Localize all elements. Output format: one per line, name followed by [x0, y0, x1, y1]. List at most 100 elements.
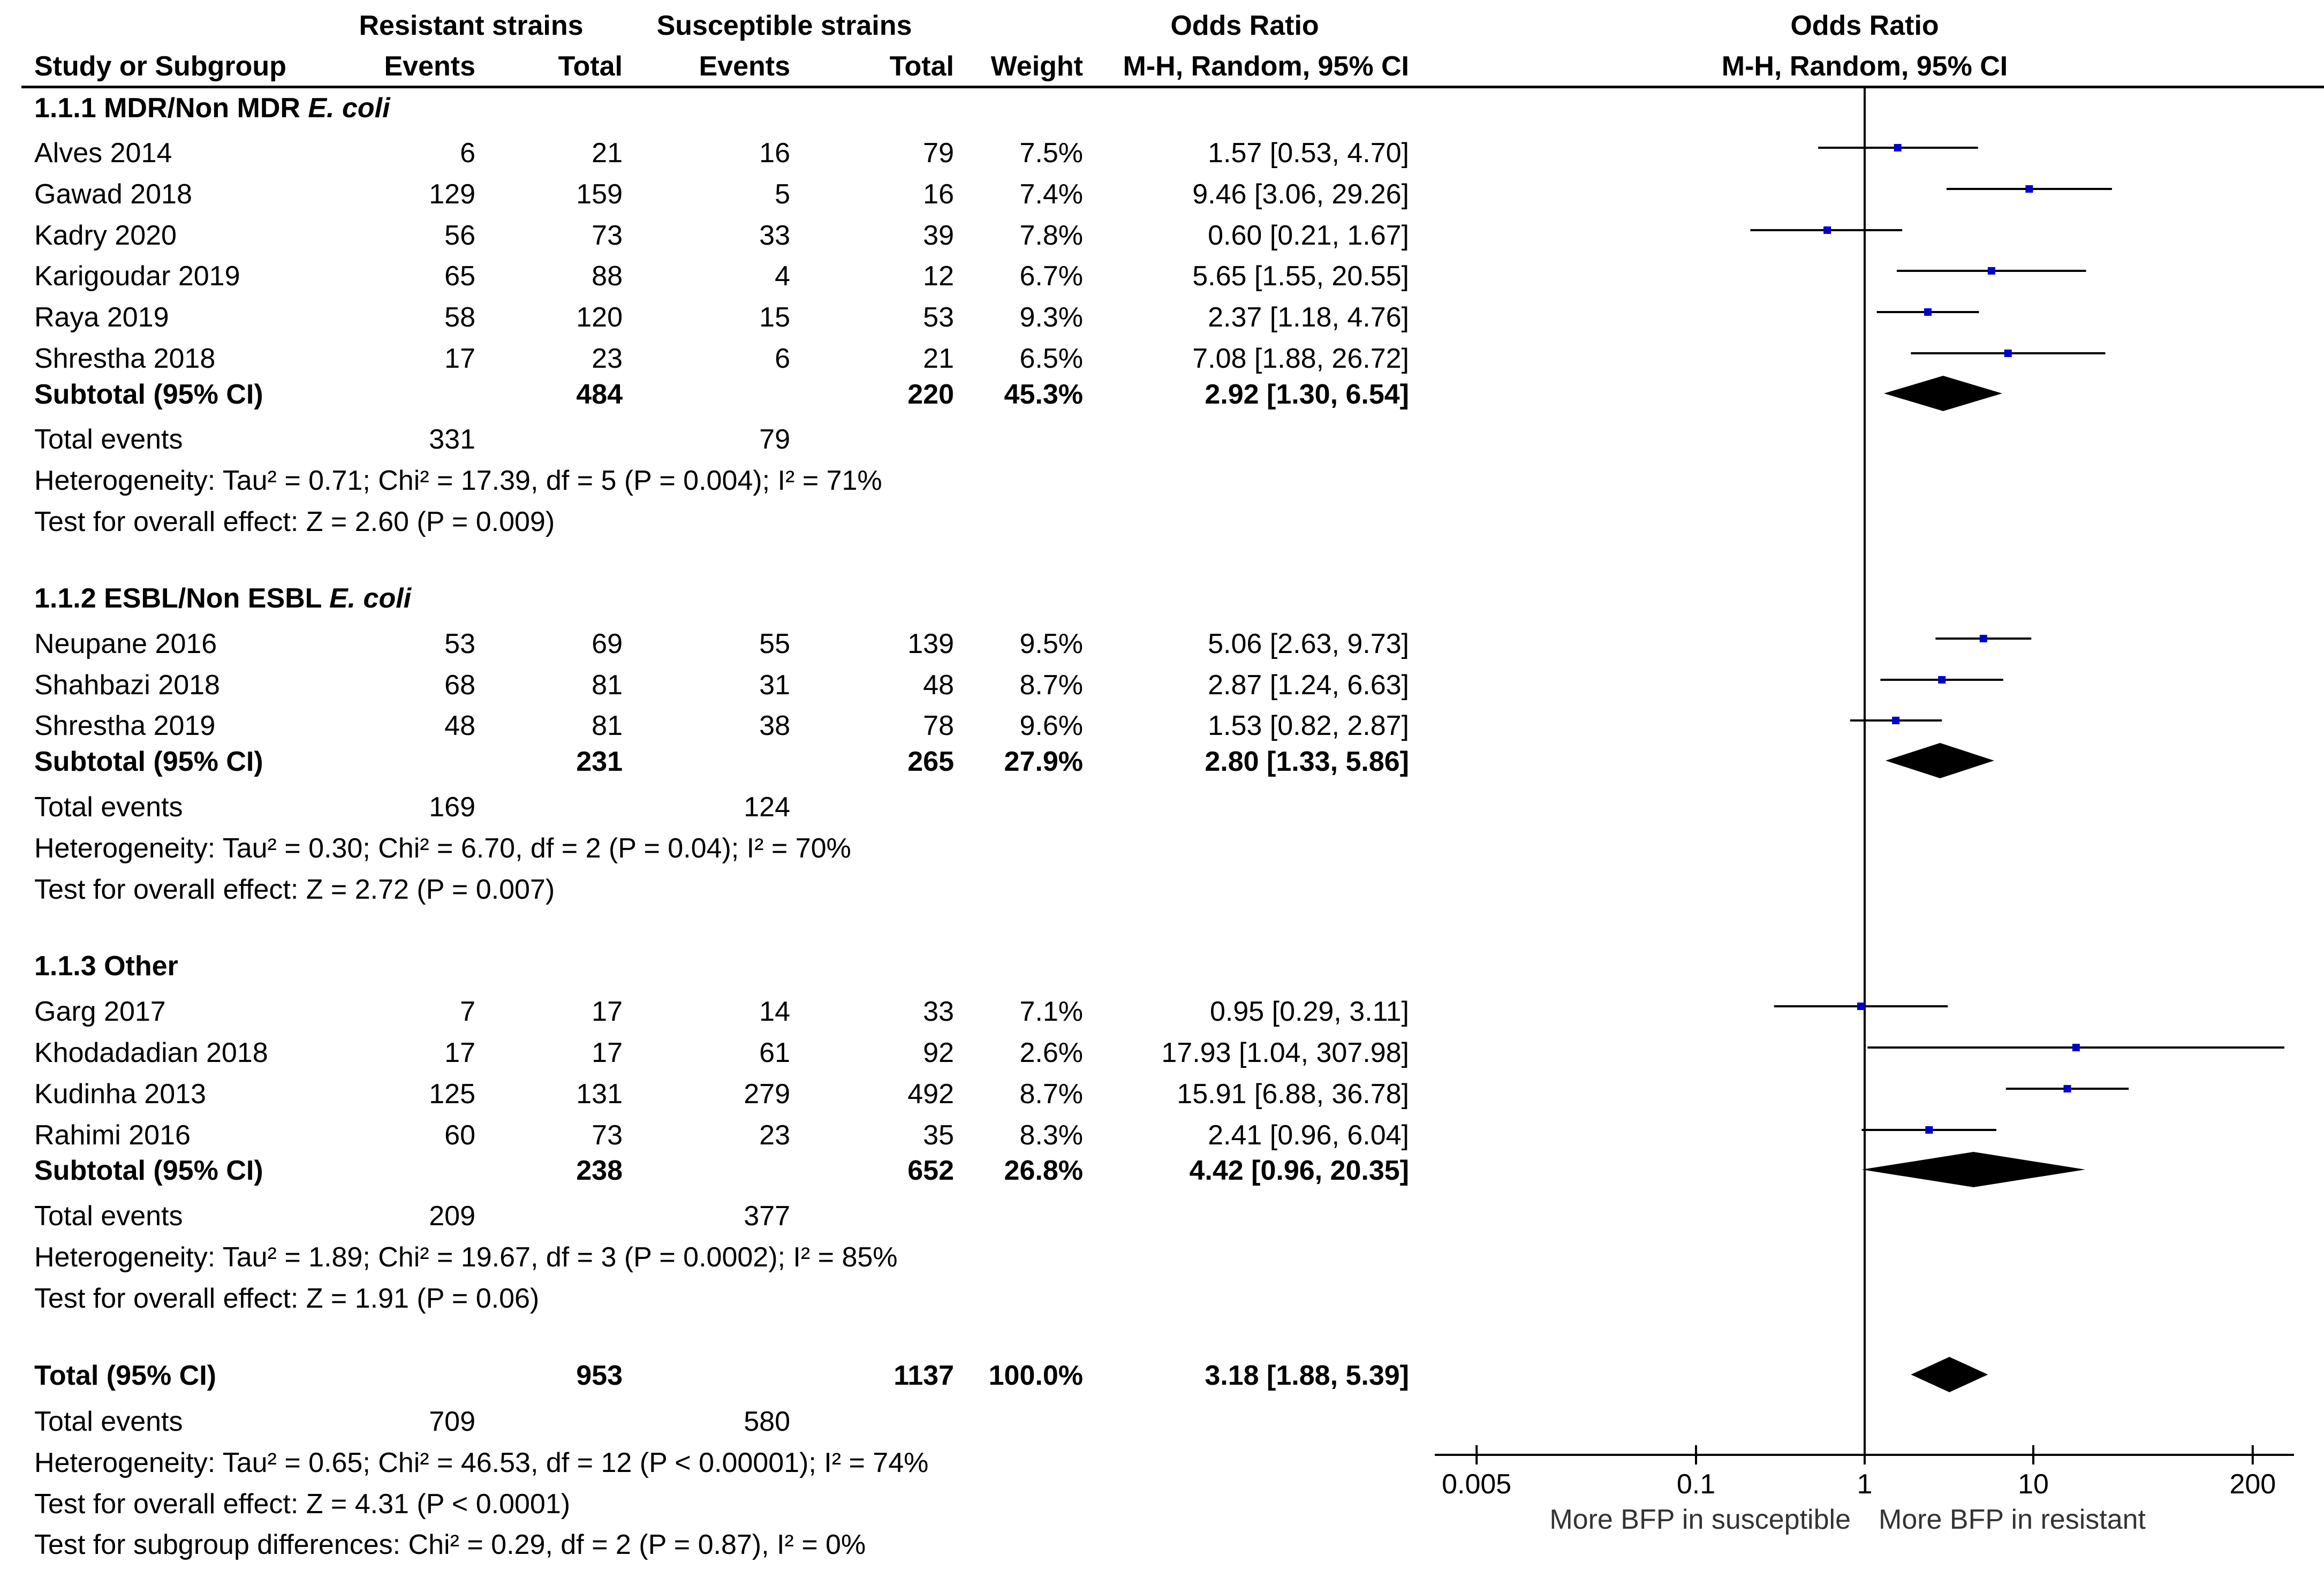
study-resistant-total: 17 [592, 1037, 623, 1068]
study-name: Khodadadian 2018 [34, 1037, 268, 1068]
study-odds-ratio: 1.53 [0.82, 2.87] [1208, 710, 1409, 741]
study-weight: 6.7% [1019, 261, 1083, 292]
study-resistant-events: 58 [444, 302, 475, 333]
subgroup-title: 1.1.2 ESBL/Non ESBL E. coli [34, 583, 412, 614]
study-resistant-total: 81 [592, 710, 623, 741]
total-events-resistant: 169 [429, 792, 475, 823]
study-susceptible-events: 14 [759, 996, 790, 1027]
study-odds-ratio: 0.60 [0.21, 1.67] [1208, 220, 1409, 251]
total-susceptible-total: 1137 [894, 1360, 954, 1391]
study-susceptible-events: 279 [744, 1079, 790, 1110]
study-susceptible-total: 21 [923, 343, 954, 374]
study-susceptible-total: 12 [923, 261, 954, 292]
study-name: Rahimi 2016 [34, 1120, 191, 1151]
total-events-susceptible: 580 [744, 1406, 790, 1437]
study-odds-ratio: 15.91 [6.88, 36.78] [1177, 1079, 1409, 1110]
study-weight: 8.3% [1019, 1120, 1083, 1151]
subtotal-label: Subtotal (95% CI) [34, 379, 263, 410]
study-susceptible-events: 23 [759, 1120, 790, 1151]
study-susceptible-events: 38 [759, 710, 790, 741]
study-resistant-total: 17 [592, 996, 623, 1027]
study-susceptible-total: 16 [923, 179, 954, 210]
study-name: Kadry 2020 [34, 220, 177, 251]
study-susceptible-total: 33 [923, 996, 954, 1027]
subtotal-odds-ratio: 4.42 [0.96, 20.35] [1189, 1155, 1409, 1186]
study-point-estimate [1892, 717, 1900, 724]
study-weight: 6.5% [1019, 343, 1083, 374]
study-weight: 8.7% [1019, 670, 1083, 701]
study-resistant-events: 17 [444, 343, 475, 374]
header-s-events: Events [699, 51, 790, 82]
study-susceptible-events: 55 [759, 628, 790, 659]
heterogeneity-text: Heterogeneity: Tau² = 0.30; Chi² = 6.70,… [34, 833, 851, 864]
pooled-diamond [1861, 1152, 2086, 1187]
pooled-diamond [1886, 743, 1994, 778]
study-weight: 7.8% [1019, 220, 1083, 251]
header-susceptible: Susceptible strains [656, 10, 912, 41]
header-s-total: Total [889, 51, 954, 82]
header-or-title: Odds Ratio [1170, 10, 1319, 41]
study-susceptible-events: 33 [759, 220, 790, 251]
x-axis-label-resistant: More BFP in resistant [1879, 1504, 2146, 1535]
total-weight: 100.0% [988, 1360, 1083, 1391]
study-odds-ratio: 2.87 [1.24, 6.63] [1208, 670, 1409, 701]
header-resistant: Resistant strains [359, 10, 584, 41]
total-events-resistant: 331 [429, 424, 475, 455]
x-axis-tick-label: 0.005 [1442, 1469, 1511, 1500]
study-point-estimate [2025, 185, 2033, 193]
study-resistant-events: 53 [444, 628, 475, 659]
study-name: Karigoudar 2019 [34, 261, 240, 292]
study-resistant-total: 23 [592, 343, 623, 374]
study-odds-ratio: 1.57 [0.53, 4.70] [1208, 138, 1409, 169]
header-rule [21, 86, 2324, 88]
study-resistant-events: 7 [460, 996, 475, 1027]
total-events-susceptible: 79 [759, 424, 790, 455]
study-resistant-total: 73 [592, 220, 623, 251]
study-susceptible-total: 92 [923, 1037, 954, 1068]
study-point-estimate [1823, 226, 1831, 234]
study-odds-ratio: 2.37 [1.18, 4.76] [1208, 302, 1409, 333]
study-resistant-events: 125 [429, 1079, 475, 1110]
study-name: Shrestha 2019 [34, 710, 216, 741]
study-odds-ratio: 2.41 [0.96, 6.04] [1208, 1120, 1409, 1151]
study-weight: 9.5% [1019, 628, 1083, 659]
study-name: Shrestha 2018 [34, 343, 216, 374]
x-axis-tick-label: 1 [1857, 1469, 1873, 1500]
study-resistant-total: 131 [576, 1079, 623, 1110]
subtotal-weight: 26.8% [1004, 1155, 1083, 1186]
study-name: Kudinha 2013 [34, 1079, 206, 1110]
study-weight: 2.6% [1019, 1037, 1083, 1068]
header-study: Study or Subgroup [34, 51, 286, 82]
x-axis-tick-label: 0.1 [1677, 1469, 1715, 1500]
study-resistant-events: 6 [460, 138, 475, 169]
total-heterogeneity-text: Heterogeneity: Tau² = 0.65; Chi² = 46.53… [34, 1447, 929, 1478]
study-point-estimate [1987, 267, 1995, 275]
study-name: Garg 2017 [34, 996, 166, 1027]
study-susceptible-events: 31 [759, 670, 790, 701]
header-r-events: Events [384, 51, 475, 82]
study-susceptible-total: 48 [923, 670, 954, 701]
x-axis-tick-label: 200 [2229, 1469, 2276, 1500]
subtotal-resistant-total: 484 [576, 379, 623, 410]
study-resistant-events: 56 [444, 220, 475, 251]
total-events-susceptible: 124 [744, 792, 790, 823]
study-resistant-events: 17 [444, 1037, 475, 1068]
study-point-estimate [2072, 1044, 2080, 1051]
study-susceptible-events: 61 [759, 1037, 790, 1068]
study-resistant-events: 129 [429, 179, 475, 210]
study-point-estimate [1857, 1003, 1865, 1010]
study-name: Gawad 2018 [34, 179, 192, 210]
study-point-estimate [1938, 676, 1946, 684]
study-susceptible-events: 16 [759, 138, 790, 169]
study-weight: 8.7% [1019, 1079, 1083, 1110]
x-axis-tick-label: 10 [2018, 1469, 2049, 1500]
header-plot-method: M-H, Random, 95% CI [1721, 51, 2008, 82]
study-resistant-events: 48 [444, 710, 475, 741]
heterogeneity-text: Heterogeneity: Tau² = 1.89; Chi² = 19.67… [34, 1242, 898, 1273]
total-events-susceptible: 377 [744, 1201, 790, 1232]
study-susceptible-total: 79 [923, 138, 954, 169]
subtotal-label: Subtotal (95% CI) [34, 746, 263, 777]
overall-effect-text: Test for overall effect: Z = 2.72 (P = 0… [34, 874, 555, 905]
subtotal-label: Subtotal (95% CI) [34, 1155, 263, 1186]
